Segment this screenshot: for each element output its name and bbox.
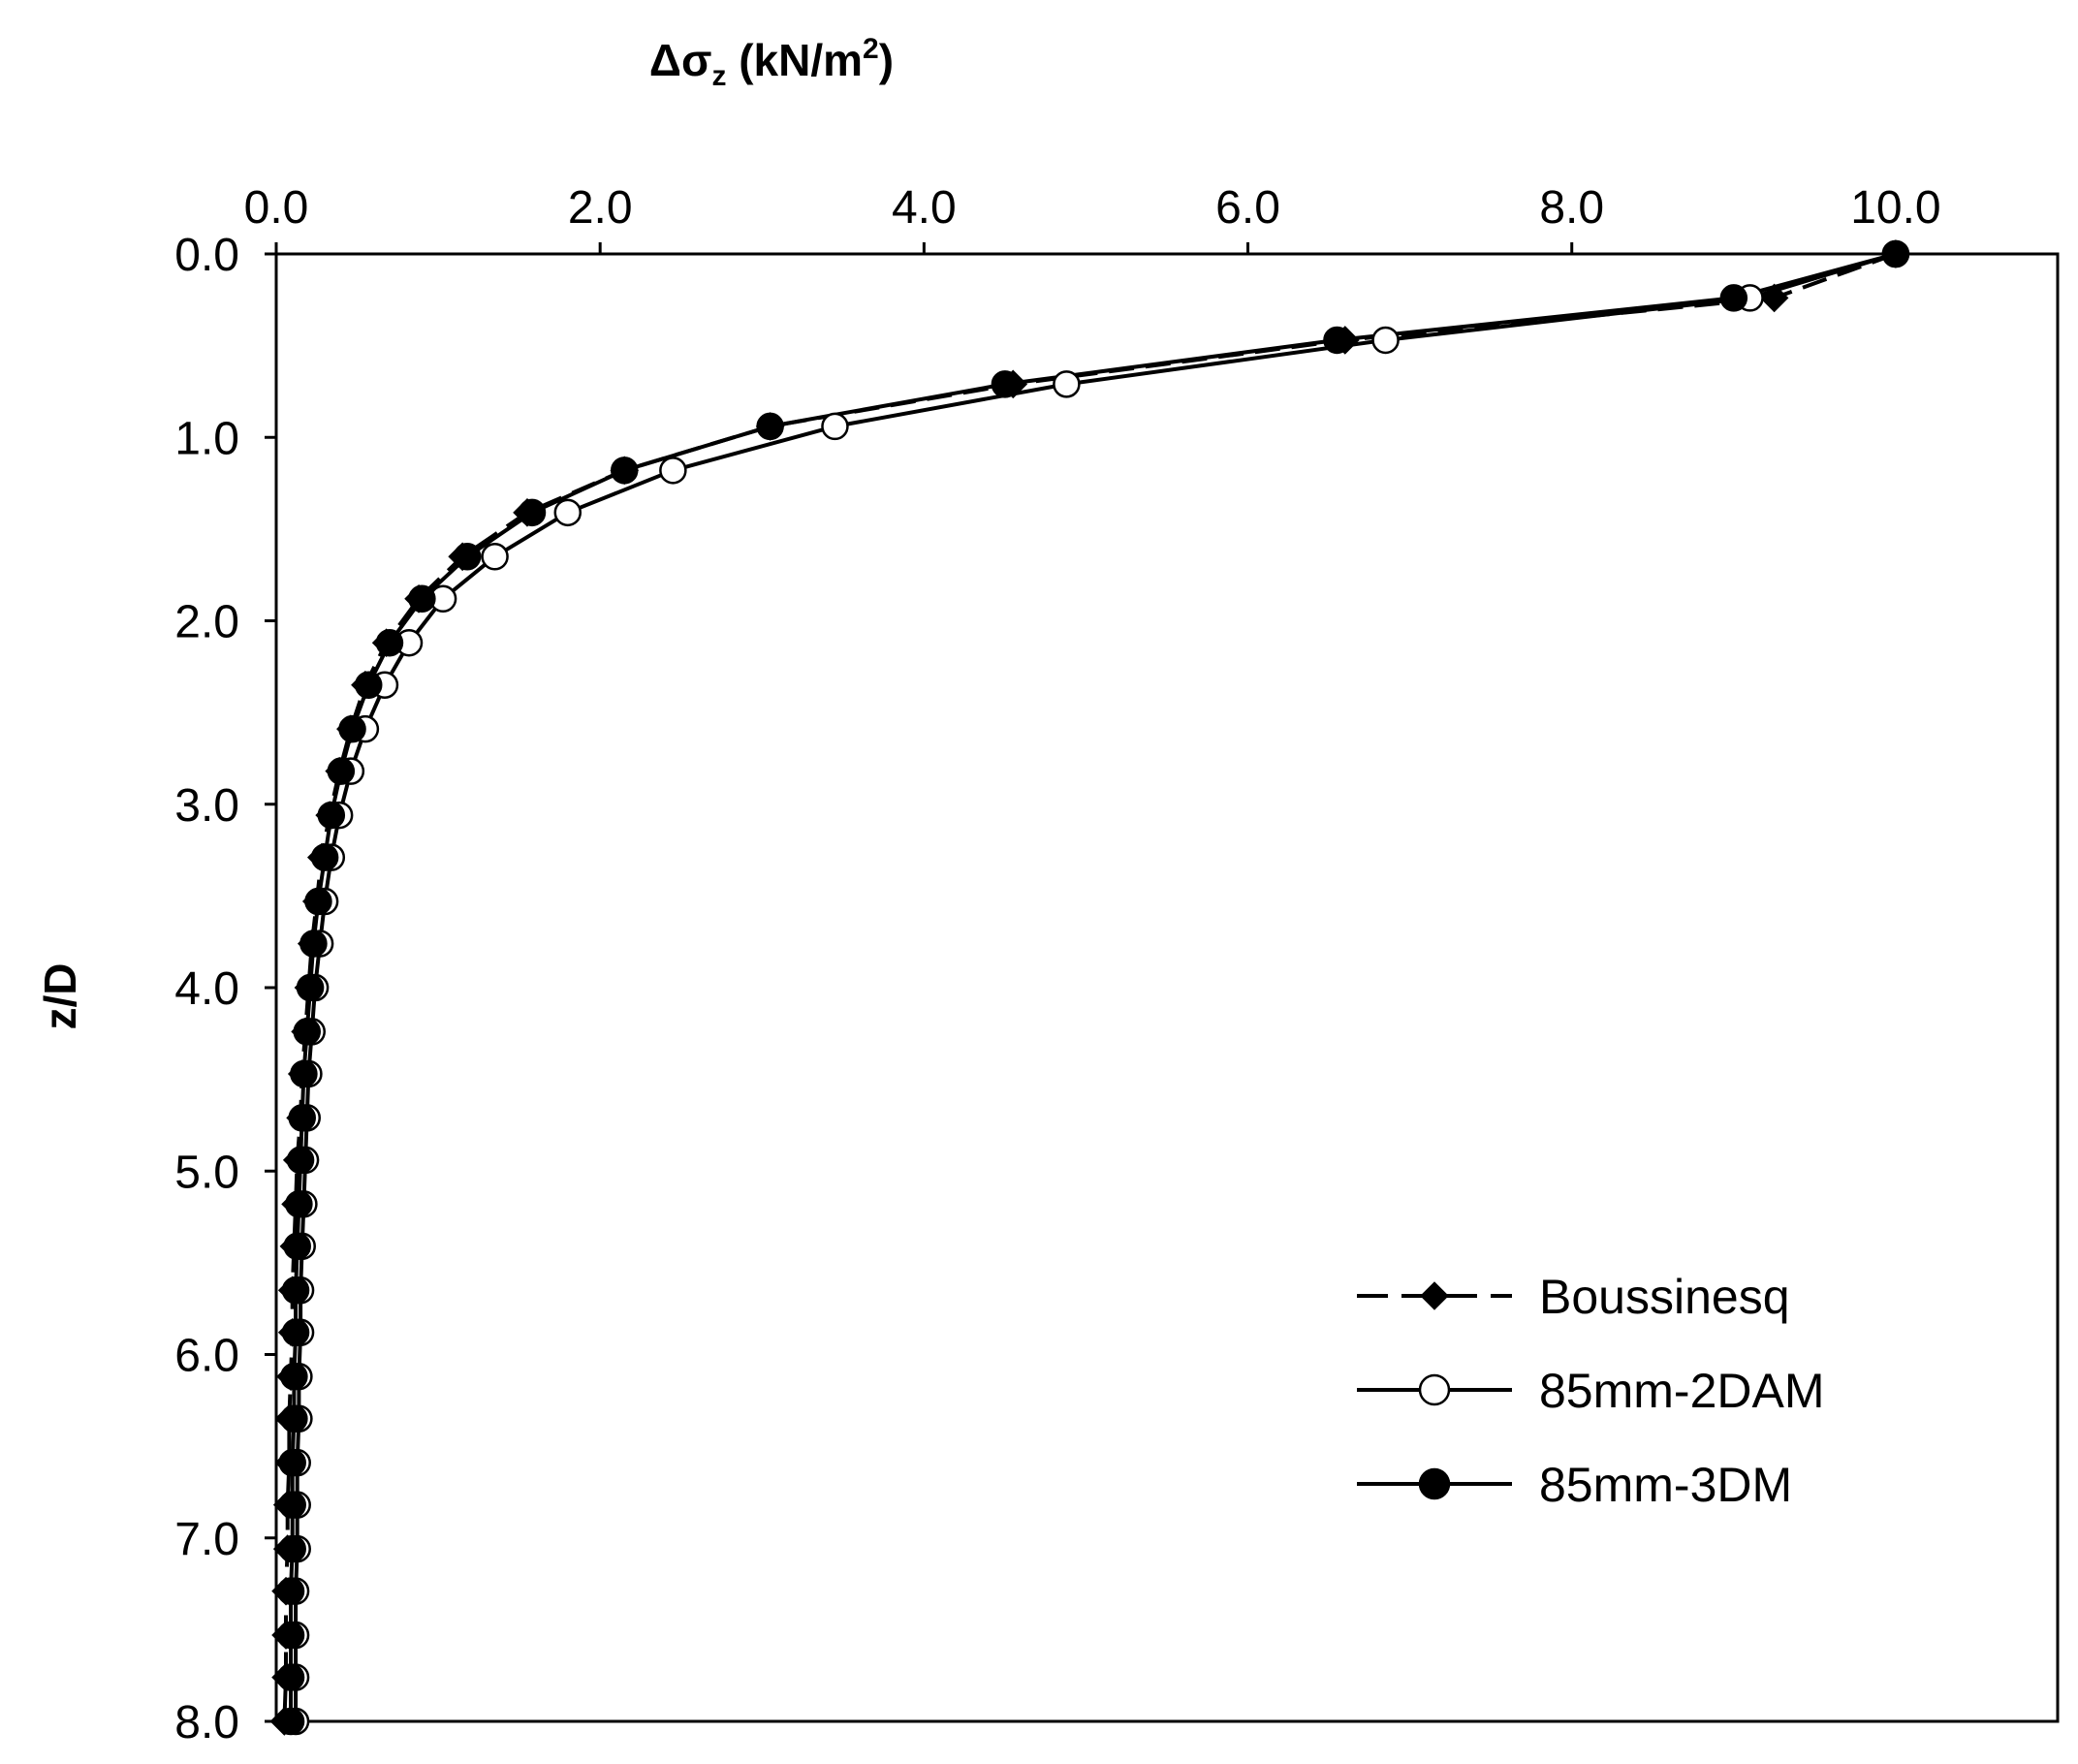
data-point-filled-circle [278, 1448, 306, 1477]
x-axis-title-symbol: Δσ [649, 35, 712, 85]
y-axis-title: z/D [35, 963, 85, 1030]
data-point-filled-circle [610, 457, 639, 485]
x-axis-title-unit: (kN/m [726, 35, 863, 85]
data-point-filled-circle [293, 1018, 321, 1046]
y-tick-label: 2.0 [174, 597, 239, 648]
legend-entry: 85mm-3DM [1357, 1458, 1792, 1512]
data-point-filled-circle [281, 1276, 310, 1305]
data-point-filled-circle [1418, 1467, 1451, 1500]
data-point-open-circle [481, 543, 509, 571]
y-tick-label: 0.0 [174, 230, 239, 281]
legend: Boussinesq 85mm-2DAM 85mm-3DM [1357, 1270, 1824, 1512]
x-axis-title-unit-close: ) [879, 35, 894, 85]
data-point-filled-circle [280, 1404, 308, 1433]
data-point-filled-circle [285, 1190, 313, 1218]
y-tick-label: 8.0 [174, 1697, 239, 1748]
x-tick-label: 0.0 [244, 182, 309, 234]
data-point-filled-circle [276, 1577, 305, 1605]
data-point-open-circle [1371, 326, 1400, 355]
data-point-filled-circle [408, 584, 436, 614]
legend-label: Boussinesq [1539, 1270, 1790, 1324]
data-point-open-circle [659, 457, 687, 485]
data-point-filled-circle [1323, 326, 1351, 355]
data-point-open-circle [821, 412, 849, 441]
data-point-filled-circle [278, 1491, 306, 1519]
legend-entry: 85mm-2DAM [1357, 1364, 1824, 1418]
legend-label: 85mm-2DAM [1539, 1364, 1824, 1418]
x-axis-title-subscript: z [711, 60, 726, 92]
data-point-filled-circle [354, 671, 383, 699]
x-tick-label: 10.0 [1850, 182, 1940, 234]
data-point-filled-circle [299, 929, 328, 958]
data-point-diamond [1420, 1281, 1449, 1310]
data-point-open-circle [553, 498, 582, 527]
data-point-filled-circle [310, 843, 339, 871]
y-axis-ticks: 0.0 1.0 2.0 3.0 4.0 5.0 6.0 7.0 8.0 [174, 230, 276, 1748]
data-point-filled-circle [1881, 239, 1910, 268]
x-tick-label: 6.0 [1215, 182, 1280, 234]
data-point-filled-circle [290, 1059, 318, 1088]
data-point-filled-circle [283, 1232, 311, 1261]
data-point-diamond [1759, 283, 1789, 313]
x-tick-label: 8.0 [1539, 182, 1604, 234]
y-tick-label: 6.0 [174, 1331, 239, 1382]
data-point-filled-circle [1719, 284, 1748, 312]
data-point-filled-circle [453, 543, 482, 571]
series-marker-group [276, 239, 1910, 1736]
data-point-filled-circle [288, 1104, 316, 1132]
x-tick-label: 2.0 [568, 182, 633, 234]
data-point-filled-circle [338, 714, 366, 743]
y-tick-label: 5.0 [174, 1147, 239, 1198]
data-point-filled-circle [276, 1621, 305, 1650]
y-tick-label: 4.0 [174, 963, 239, 1015]
data-point-open-circle [1418, 1373, 1451, 1406]
data-point-filled-circle [296, 973, 325, 1002]
data-point-filled-circle [756, 412, 784, 441]
data-point-filled-circle [327, 757, 356, 785]
data-point-filled-circle [278, 1534, 306, 1563]
y-tick-label: 3.0 [174, 780, 239, 832]
y-tick-label: 7.0 [174, 1514, 239, 1565]
data-point-filled-circle [281, 1318, 310, 1347]
x-axis-title: Δσz (kN/m2) [649, 33, 894, 92]
x-axis-title-superscript: 2 [863, 33, 879, 65]
data-point-filled-circle [991, 370, 1020, 398]
legend-entry: Boussinesq [1357, 1270, 1790, 1324]
data-point-filled-circle [304, 887, 332, 916]
data-point-filled-circle [276, 1707, 305, 1736]
data-point-filled-circle [286, 1146, 315, 1175]
y-tick-label: 1.0 [174, 413, 239, 464]
x-axis-ticks: 0.0 2.0 4.0 6.0 8.0 10.0 [244, 182, 1941, 254]
data-point-filled-circle [280, 1362, 308, 1391]
data-point-filled-circle [276, 1663, 305, 1691]
data-point-filled-circle [375, 628, 404, 657]
series-layer [269, 239, 1910, 1736]
data-point-open-circle [1053, 370, 1081, 398]
legend-label: 85mm-3DM [1539, 1458, 1792, 1512]
x-tick-label: 4.0 [892, 182, 957, 234]
data-point-filled-circle [317, 801, 346, 830]
data-point-filled-circle [518, 498, 547, 527]
